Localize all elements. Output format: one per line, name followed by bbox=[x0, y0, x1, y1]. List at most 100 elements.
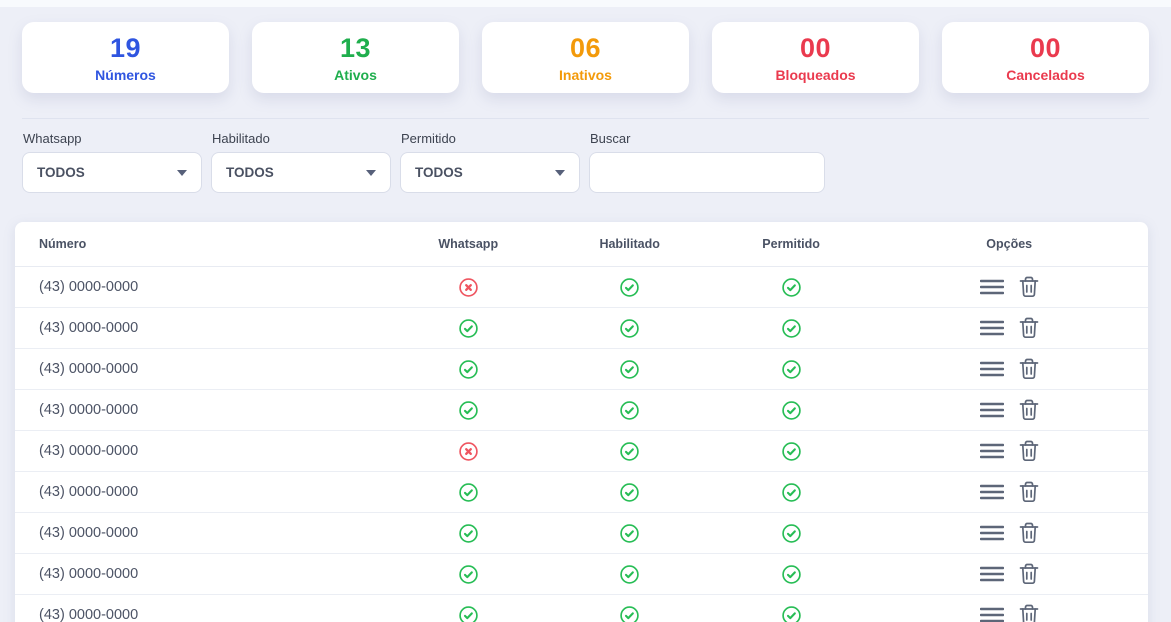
caret-down-icon bbox=[555, 169, 565, 176]
details-button[interactable] bbox=[979, 482, 1004, 502]
stat-value: 19 bbox=[109, 32, 142, 63]
habilitado-select-value: TODOS bbox=[226, 165, 274, 180]
stat-card: 00 Bloqueados bbox=[712, 22, 919, 93]
check-circle-icon bbox=[458, 400, 478, 420]
numero-cell: (43) 0000-0000 bbox=[39, 525, 139, 541]
table-row: (43) 0000-0000 bbox=[15, 513, 1148, 554]
whatsapp-status bbox=[389, 482, 548, 503]
options-cell bbox=[870, 522, 1148, 544]
options-cell bbox=[870, 276, 1148, 298]
numero-cell: (43) 0000-0000 bbox=[39, 402, 139, 418]
habilitado-status bbox=[548, 318, 712, 339]
details-button[interactable] bbox=[979, 564, 1004, 584]
habilitado-status bbox=[548, 564, 712, 585]
search-input[interactable] bbox=[604, 153, 810, 192]
whatsapp-status bbox=[389, 359, 548, 380]
delete-button[interactable] bbox=[1019, 317, 1039, 339]
habilitado-status bbox=[548, 400, 712, 421]
permitido-status bbox=[712, 482, 871, 503]
delete-button[interactable] bbox=[1019, 276, 1039, 298]
stat-value: 00 bbox=[1029, 32, 1062, 63]
filter-habilitado: Habilitado TODOS bbox=[211, 131, 391, 193]
page: 19 Números 13 Ativos 06 Inativos 00 Bloq… bbox=[0, 22, 1171, 622]
check-circle-icon bbox=[781, 318, 801, 338]
whatsapp-status bbox=[389, 605, 548, 622]
permitido-status bbox=[712, 564, 871, 585]
permitido-status bbox=[712, 318, 871, 339]
habilitado-status bbox=[548, 605, 712, 622]
details-button[interactable] bbox=[979, 277, 1004, 297]
whatsapp-status bbox=[389, 564, 548, 585]
permitido-status bbox=[712, 441, 871, 462]
habilitado-select[interactable]: TODOS bbox=[211, 152, 391, 193]
column-header-habilitado: Habilitado bbox=[599, 237, 660, 251]
menu-icon bbox=[979, 443, 1004, 459]
stat-card: 19 Números bbox=[22, 22, 229, 93]
check-circle-icon bbox=[781, 277, 801, 297]
search-label: Buscar bbox=[590, 131, 631, 146]
delete-button[interactable] bbox=[1019, 358, 1039, 380]
check-circle-icon bbox=[781, 359, 801, 379]
check-circle-icon bbox=[620, 359, 639, 379]
check-circle-icon bbox=[458, 605, 478, 622]
table-row: (43) 0000-0000 bbox=[15, 267, 1148, 308]
habilitado-status bbox=[548, 277, 712, 298]
details-button[interactable] bbox=[979, 318, 1004, 338]
details-button[interactable] bbox=[979, 400, 1004, 420]
check-circle-icon bbox=[458, 564, 478, 584]
menu-icon bbox=[979, 484, 1004, 500]
details-button[interactable] bbox=[979, 605, 1004, 622]
stat-card: 06 Inativos bbox=[482, 22, 689, 93]
stat-label: Inativos bbox=[559, 66, 612, 83]
stat-cards: 19 Números 13 Ativos 06 Inativos 00 Bloq… bbox=[22, 22, 1149, 93]
delete-button[interactable] bbox=[1019, 563, 1039, 585]
table-row: (43) 0000-0000 bbox=[15, 349, 1148, 390]
options-cell bbox=[870, 563, 1148, 585]
stat-card: 13 Ativos bbox=[252, 22, 459, 93]
numero-cell: (43) 0000-0000 bbox=[39, 607, 139, 622]
menu-icon bbox=[979, 525, 1004, 541]
check-circle-icon bbox=[620, 482, 639, 502]
trash-icon bbox=[1019, 481, 1039, 503]
stat-value: 06 bbox=[569, 32, 602, 63]
check-circle-icon bbox=[458, 523, 478, 543]
trash-icon bbox=[1019, 440, 1039, 462]
whatsapp-status bbox=[389, 277, 548, 298]
options-cell bbox=[870, 317, 1148, 339]
table-row: (43) 0000-0000 bbox=[15, 431, 1148, 472]
table-body: (43) 0000-0000 bbox=[15, 267, 1148, 622]
delete-button[interactable] bbox=[1019, 399, 1039, 421]
trash-icon bbox=[1019, 522, 1039, 544]
delete-button[interactable] bbox=[1019, 440, 1039, 462]
permitido-status bbox=[712, 400, 871, 421]
check-circle-icon bbox=[620, 605, 639, 622]
trash-icon bbox=[1019, 604, 1039, 622]
habilitado-status bbox=[548, 482, 712, 503]
check-circle-icon bbox=[620, 564, 639, 584]
delete-button[interactable] bbox=[1019, 604, 1039, 622]
whatsapp-select[interactable]: TODOS bbox=[22, 152, 202, 193]
details-button[interactable] bbox=[979, 441, 1004, 461]
details-button[interactable] bbox=[979, 359, 1004, 379]
table-row: (43) 0000-0000 bbox=[15, 308, 1148, 349]
details-button[interactable] bbox=[979, 523, 1004, 543]
top-edge bbox=[0, 0, 1171, 7]
filter-whatsapp: Whatsapp TODOS bbox=[22, 131, 202, 193]
whatsapp-status bbox=[389, 318, 548, 339]
whatsapp-status bbox=[389, 523, 548, 544]
trash-icon bbox=[1019, 358, 1039, 380]
habilitado-status bbox=[548, 441, 712, 462]
permitido-select[interactable]: TODOS bbox=[400, 152, 580, 193]
delete-button[interactable] bbox=[1019, 522, 1039, 544]
whatsapp-select-value: TODOS bbox=[37, 165, 85, 180]
search-field bbox=[589, 152, 825, 193]
options-cell bbox=[870, 440, 1148, 462]
options-cell bbox=[870, 481, 1148, 503]
column-header-whatsapp: Whatsapp bbox=[438, 237, 499, 251]
check-circle-icon bbox=[620, 523, 639, 543]
check-circle-icon bbox=[620, 277, 639, 297]
delete-button[interactable] bbox=[1019, 481, 1039, 503]
options-cell bbox=[870, 604, 1148, 622]
numero-cell: (43) 0000-0000 bbox=[39, 443, 139, 459]
numero-cell: (43) 0000-0000 bbox=[39, 566, 139, 582]
